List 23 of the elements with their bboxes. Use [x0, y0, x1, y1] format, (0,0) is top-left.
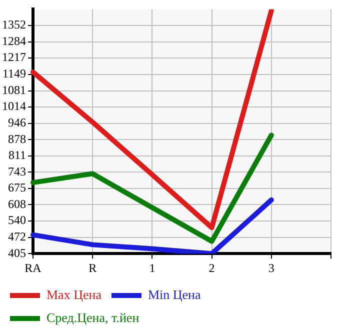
x-tick-label: RA: [24, 260, 42, 275]
legend-label: Min Цена: [148, 286, 201, 302]
y-tick-label: 675: [8, 180, 26, 195]
y-tick-label: 811: [8, 148, 26, 162]
y-tick-label: 472: [8, 230, 26, 244]
legend-label: Max Цена: [46, 286, 102, 302]
y-tick-label: 1352: [2, 18, 26, 32]
y-tick-label: 743: [8, 164, 26, 178]
x-tick-label: 1: [149, 260, 156, 275]
y-tick-label: 1284: [2, 34, 26, 48]
y-tick-label: 608: [8, 196, 26, 211]
legend-label: Сред.Цена, т.йен: [46, 310, 140, 325]
x-tick-label: R: [88, 260, 97, 275]
y-tick-label: 946: [8, 115, 26, 130]
y-tick-label: 1014: [2, 99, 26, 114]
y-tick-label: 540: [8, 213, 26, 228]
x-tick-label: 2: [208, 260, 215, 275]
x-tick-label: 3: [268, 260, 274, 275]
y-tick-label: 878: [8, 132, 26, 146]
y-tick-label: 405: [8, 246, 26, 260]
y-tick-label: 1217: [2, 50, 26, 64]
y-tick-label: 1149: [2, 66, 26, 81]
y-tick-label: 1081: [2, 82, 26, 97]
